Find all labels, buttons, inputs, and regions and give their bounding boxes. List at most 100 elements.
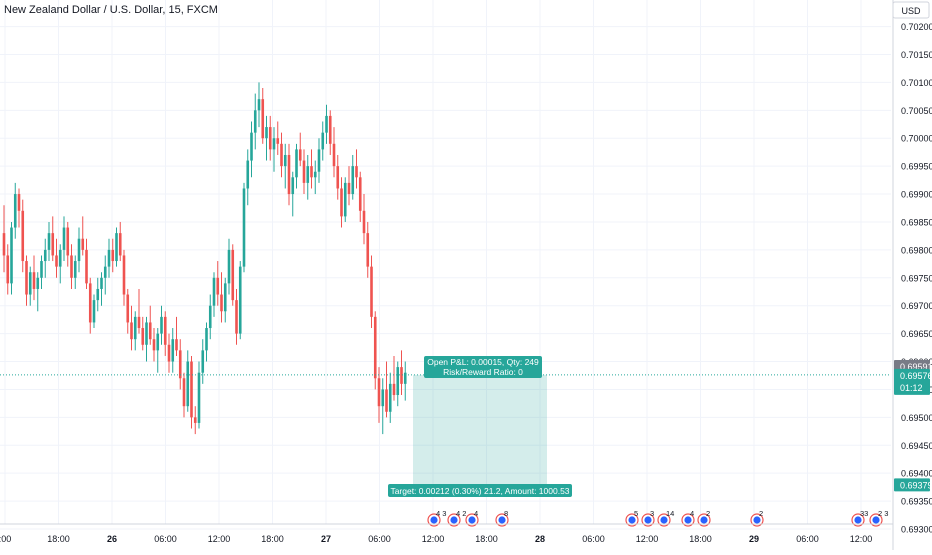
candle[interactable] bbox=[88, 277, 92, 334]
currency-box[interactable] bbox=[892, 1, 930, 19]
candle[interactable] bbox=[385, 361, 388, 418]
candle[interactable] bbox=[392, 355, 396, 401]
candle[interactable] bbox=[73, 255, 77, 289]
candle[interactable] bbox=[40, 255, 43, 289]
event-marker[interactable]: 2 bbox=[697, 509, 711, 527]
candle[interactable] bbox=[126, 288, 130, 334]
candle[interactable] bbox=[2, 205, 6, 273]
candle[interactable] bbox=[122, 249, 126, 306]
event-marker[interactable]: 5 bbox=[625, 509, 639, 527]
candle[interactable] bbox=[133, 311, 137, 351]
candle[interactable] bbox=[373, 311, 377, 390]
candle[interactable] bbox=[186, 350, 190, 412]
candle[interactable] bbox=[167, 333, 171, 373]
economic-events[interactable]: 4 3 4 2 4 8 5 3 14 4 2 2 33 2 3 bbox=[427, 509, 888, 527]
candle[interactable] bbox=[287, 143, 291, 206]
candle[interactable] bbox=[58, 244, 62, 284]
candle[interactable] bbox=[283, 143, 287, 189]
candle[interactable] bbox=[403, 361, 407, 401]
candle[interactable] bbox=[238, 261, 242, 340]
candle[interactable] bbox=[175, 316, 178, 356]
candles[interactable] bbox=[2, 82, 407, 435]
candle[interactable] bbox=[208, 294, 212, 340]
candle[interactable] bbox=[321, 121, 325, 161]
candle[interactable] bbox=[182, 372, 186, 418]
candle[interactable] bbox=[137, 288, 141, 334]
price-axis[interactable]: USD 0.70200 0.70150 0.70100 0.70050 0.70000 0.… bbox=[892, 0, 932, 550]
candle[interactable] bbox=[92, 294, 96, 329]
candle[interactable] bbox=[257, 82, 261, 128]
event-marker[interactable]: 3 bbox=[641, 509, 655, 527]
candle[interactable] bbox=[313, 160, 317, 195]
candle[interactable] bbox=[332, 127, 336, 178]
candle[interactable] bbox=[21, 199, 25, 273]
candle[interactable] bbox=[152, 328, 156, 362]
candle[interactable] bbox=[70, 244, 73, 289]
candle[interactable] bbox=[205, 322, 208, 362]
candle[interactable] bbox=[328, 110, 332, 155]
event-marker[interactable]: 4 3 bbox=[427, 509, 446, 527]
candle[interactable] bbox=[377, 367, 381, 423]
candle[interactable] bbox=[55, 238, 58, 278]
candle[interactable] bbox=[276, 121, 280, 155]
time-axis[interactable]: :00 18:00 26 06:00 12:00 18:00 27 06:00 12:00 18:… bbox=[0, 523, 893, 544]
candle[interactable] bbox=[216, 261, 220, 306]
event-marker[interactable]: 33 bbox=[851, 509, 868, 527]
candle[interactable] bbox=[362, 194, 366, 245]
currency-label[interactable]: USD bbox=[901, 6, 921, 16]
candle[interactable] bbox=[212, 272, 216, 317]
candle[interactable] bbox=[347, 166, 351, 206]
candle[interactable] bbox=[220, 272, 223, 323]
candle[interactable] bbox=[160, 305, 163, 345]
candle[interactable] bbox=[10, 221, 13, 295]
candle[interactable] bbox=[302, 149, 306, 195]
candle[interactable] bbox=[325, 104, 328, 144]
candle[interactable] bbox=[28, 266, 32, 306]
candle[interactable] bbox=[6, 244, 10, 295]
candle[interactable] bbox=[223, 277, 227, 323]
candle[interactable] bbox=[118, 221, 122, 262]
event-marker[interactable]: 2 bbox=[750, 509, 764, 527]
candle[interactable] bbox=[156, 328, 160, 373]
candle[interactable] bbox=[201, 339, 205, 384]
candle[interactable] bbox=[298, 132, 302, 167]
candle[interactable] bbox=[343, 177, 347, 222]
candle[interactable] bbox=[171, 328, 175, 373]
candle[interactable] bbox=[47, 221, 51, 262]
candle[interactable] bbox=[66, 221, 70, 267]
candle[interactable] bbox=[317, 138, 321, 183]
event-marker[interactable]: 8 bbox=[495, 509, 509, 527]
candle[interactable] bbox=[96, 277, 100, 312]
candle[interactable] bbox=[235, 288, 238, 345]
candle[interactable] bbox=[141, 316, 145, 351]
candle[interactable] bbox=[358, 171, 362, 222]
candle[interactable] bbox=[193, 406, 197, 435]
candle[interactable] bbox=[246, 149, 250, 206]
candle[interactable] bbox=[163, 311, 167, 356]
candle[interactable] bbox=[130, 305, 133, 351]
candle[interactable] bbox=[310, 149, 313, 189]
event-marker[interactable]: 14 bbox=[657, 509, 674, 527]
position-zone[interactable] bbox=[413, 374, 547, 485]
candle[interactable] bbox=[103, 255, 107, 295]
candle[interactable] bbox=[250, 121, 253, 178]
candle[interactable] bbox=[197, 361, 201, 429]
event-marker[interactable]: 4 2 bbox=[447, 509, 466, 527]
candle[interactable] bbox=[396, 361, 400, 407]
candle[interactable] bbox=[62, 216, 66, 262]
candle[interactable] bbox=[36, 272, 40, 312]
candle[interactable] bbox=[340, 177, 343, 228]
candle[interactable] bbox=[336, 154, 340, 200]
candle[interactable] bbox=[17, 188, 21, 228]
candle[interactable] bbox=[81, 216, 85, 256]
candle[interactable] bbox=[366, 221, 370, 278]
candle[interactable] bbox=[291, 171, 295, 217]
candle[interactable] bbox=[178, 339, 182, 390]
candle[interactable] bbox=[100, 272, 103, 306]
candle[interactable] bbox=[388, 372, 392, 423]
candle[interactable] bbox=[13, 182, 17, 239]
price-tag-target[interactable]: 0.69379 bbox=[894, 478, 932, 492]
event-marker[interactable]: 4 bbox=[681, 509, 695, 527]
